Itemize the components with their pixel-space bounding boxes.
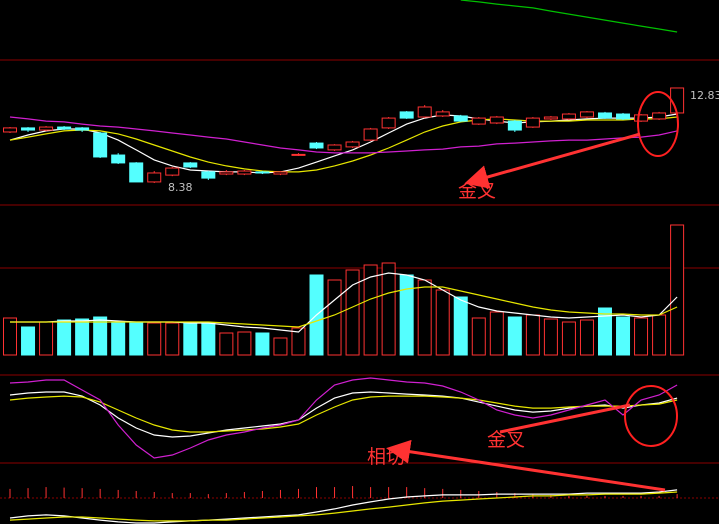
candle-body — [147, 172, 162, 183]
candle-body — [129, 162, 144, 183]
line-series — [10, 286, 678, 328]
arrow — [464, 132, 641, 189]
line-series — [10, 272, 678, 333]
volume-bar — [507, 316, 522, 356]
volume-bar — [417, 279, 432, 356]
volume-bar — [561, 321, 576, 356]
candle-body — [399, 111, 414, 119]
candle-body — [597, 112, 612, 119]
candle-body — [39, 126, 54, 131]
candle-body — [489, 116, 504, 124]
highlight-circle — [637, 91, 679, 157]
candle-body — [309, 142, 324, 149]
line-series — [9, 116, 678, 154]
candle-body — [543, 116, 558, 120]
highlight-circle — [624, 385, 678, 447]
volume-bar — [597, 307, 612, 356]
candle-body — [183, 162, 198, 168]
candle-body — [634, 114, 649, 122]
annotation: 金叉 — [487, 429, 525, 451]
volume-bar — [3, 317, 17, 356]
candle-body — [273, 171, 288, 175]
volume-bar — [111, 322, 126, 356]
annotation: 金叉 — [458, 180, 496, 202]
volume-bar — [327, 279, 342, 356]
low-label: 8.38 — [168, 181, 193, 194]
candle-body — [561, 113, 576, 120]
candle-body — [93, 132, 108, 158]
volume-bar — [543, 318, 558, 356]
line-series — [9, 395, 678, 433]
arrow — [499, 403, 631, 434]
line-series — [9, 391, 678, 438]
candle-body — [507, 120, 522, 131]
candle-body — [471, 117, 486, 125]
volume-bar — [75, 318, 90, 356]
volume-bar — [399, 274, 414, 356]
volume-bar — [273, 337, 288, 356]
volume-bar — [237, 331, 252, 356]
line-series — [460, 0, 678, 33]
volume-bar — [579, 319, 594, 356]
candle-body — [652, 112, 667, 120]
volume-bar — [453, 296, 468, 356]
candle-body — [165, 167, 180, 176]
candle-body — [3, 127, 17, 133]
candle-body — [219, 171, 234, 175]
volume-bar — [381, 262, 396, 356]
line-series — [9, 491, 678, 522]
volume-bar — [616, 316, 631, 356]
volume-bar — [435, 289, 450, 356]
candle-body — [435, 111, 450, 117]
candle-body — [579, 111, 594, 118]
arrow — [386, 439, 666, 492]
candle-body — [21, 127, 36, 131]
volume-bar — [201, 322, 216, 356]
candle-body — [237, 170, 252, 175]
volume-bar — [39, 321, 54, 356]
candle-body — [525, 117, 540, 128]
candle-body — [453, 115, 468, 122]
volume-bar — [489, 311, 504, 356]
volume-bar — [471, 317, 486, 356]
candle-body — [345, 141, 360, 148]
candle-body — [57, 126, 72, 130]
volume-bar — [219, 332, 234, 356]
volume-bar — [21, 326, 36, 356]
volume-bar — [652, 314, 667, 356]
volume-bar — [129, 321, 144, 356]
volume-bar — [363, 264, 378, 356]
volume-bar — [57, 319, 72, 356]
candle-body — [111, 154, 126, 164]
volume-bar — [183, 321, 198, 356]
candle-body — [291, 153, 306, 156]
volume-bar — [93, 316, 108, 356]
candle-body — [75, 127, 90, 131]
high-label: 12.83 — [690, 89, 719, 102]
volume-bar — [147, 322, 162, 356]
line-series — [9, 113, 678, 174]
volume-bar — [165, 322, 180, 356]
candle-body — [201, 171, 216, 179]
candle-body — [363, 128, 378, 141]
line-series — [9, 489, 678, 524]
volume-bar — [291, 327, 306, 356]
volume-bar — [255, 332, 270, 356]
candle-body — [255, 171, 270, 174]
line-series — [9, 377, 678, 459]
volume-bar — [670, 224, 685, 356]
volume-bar — [525, 314, 540, 356]
candle-body — [327, 144, 342, 151]
line-series — [9, 116, 678, 173]
candle-body — [417, 106, 432, 118]
plot — [3, 0, 685, 524]
candle-body — [381, 117, 396, 129]
candle-body — [616, 113, 631, 120]
volume-bar — [634, 317, 649, 356]
annotation: 相切 — [367, 446, 405, 468]
volume-bar — [345, 269, 360, 356]
